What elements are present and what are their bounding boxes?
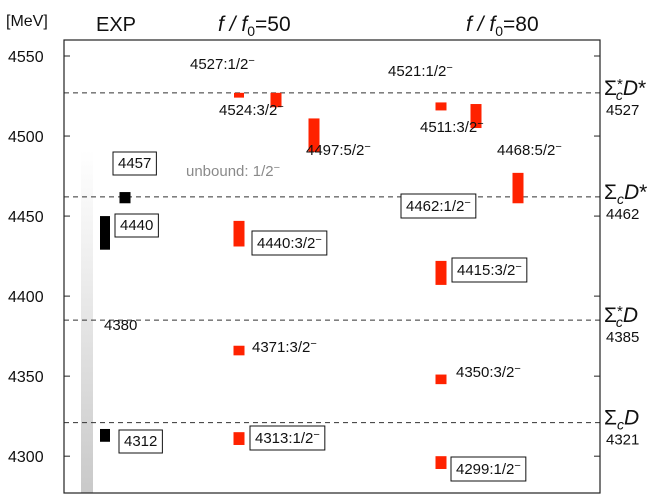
f80-level-4521-1-2 [435, 102, 447, 111]
svg-text:4457: 4457 [118, 155, 151, 172]
f50-level-4313-1-2 [233, 432, 245, 445]
svg-text:4524:3/2−: 4524:3/2− [219, 101, 284, 119]
y-tick-label-4350: 4350 [8, 369, 44, 386]
svg-text:4511:3/2−: 4511:3/2− [420, 118, 484, 136]
y-unit-label: [MeV] [6, 13, 48, 30]
column-title-f50: f / f0=50 [218, 13, 291, 39]
f50-label-4440-3-2: 4440:3/2− [251, 230, 328, 256]
threshold-name-cd-4527: Σ* cD* [604, 76, 646, 103]
f50-level-4497-5-2 [308, 118, 320, 153]
svg-text:4313:1/2−: 4313:1/2− [255, 429, 320, 447]
f80-level-4511-3-2 [470, 104, 482, 129]
exp-level-4457 [119, 192, 131, 204]
f80-label-4462-1-2: 4462:1/2− [400, 193, 477, 219]
f50-level-4527-1-2 [234, 92, 244, 98]
f80-label-4350-3-2: 4350:3/2− [456, 363, 521, 381]
exp-label-4312: 4312 [118, 429, 163, 454]
column-title-f80: f / f0=80 [466, 13, 539, 39]
threshold-value-4527: 4527 [606, 102, 639, 119]
threshold-value-4385: 4385 [606, 329, 639, 346]
exp-level-4440 [100, 216, 110, 250]
svg-text:4350:3/2−: 4350:3/2− [456, 363, 521, 381]
y-tick-label-4300: 4300 [8, 449, 44, 466]
f50-level-4440-3-2 [233, 220, 245, 247]
f50-label-4527-1-2: 4527:1/2− [190, 55, 255, 73]
svg-text:4371:3/2−: 4371:3/2− [252, 338, 317, 356]
f50-label-4497-5-2: 4497:5/2− [306, 141, 371, 159]
plot-frame [63, 39, 601, 494]
y-tick-label-4400: 4400 [8, 289, 44, 306]
f80-label-4468-5-2: 4468:5/2− [497, 141, 562, 159]
f50-label-4313-1-2: 4313:1/2− [249, 425, 326, 451]
f50-level-4524-3-2 [270, 92, 282, 108]
threshold-name-cd-4462: ΣcD* [604, 181, 647, 207]
svg-text:4299:1/2−: 4299:1/2− [456, 460, 521, 478]
threshold-name-cd-4321: ΣcD [604, 407, 639, 433]
y-tick-label-4550: 4550 [8, 49, 44, 66]
f80-level-4468-5-2 [512, 172, 524, 204]
f50-label-4524-3-2: 4524:3/2− [219, 101, 284, 119]
f80-level-4299-1-2 [435, 456, 447, 469]
exp-label-4440: 4440 [114, 213, 159, 238]
f80-label-4521-1-2: 4521:1/2− [388, 62, 453, 80]
exp-background-band [81, 150, 93, 493]
svg-text:4521:1/2−: 4521:1/2− [388, 62, 453, 80]
f50-label-4371-3-2: 4371:3/2− [252, 338, 317, 356]
svg-text:4468:5/2−: 4468:5/2− [497, 141, 562, 159]
f50-level-4371-3-2 [233, 345, 245, 356]
svg-text:4312: 4312 [124, 433, 157, 450]
unbound-annotation: unbound: 1/2− [186, 162, 280, 180]
svg-text:4497:5/2−: 4497:5/2− [306, 141, 371, 159]
svg-text:4440: 4440 [120, 217, 153, 234]
f80-level-4415-3-2 [435, 260, 447, 285]
exp-level-4312 [100, 428, 110, 442]
y-tick-label-4500: 4500 [8, 129, 44, 146]
svg-text:4462:1/2−: 4462:1/2− [406, 197, 471, 215]
f80-label-4299-1-2: 4299:1/2− [450, 456, 527, 482]
threshold-value-4462: 4462 [606, 206, 639, 223]
y-tick-label-4450: 4450 [8, 209, 44, 226]
exp-label-4380: 4380 [104, 317, 137, 334]
f80-label-4415-3-2: 4415:3/2− [451, 257, 528, 283]
f80-label-4511-3-2: 4511:3/2− [420, 118, 484, 136]
threshold-name-cd-4385: Σ* cD [604, 303, 638, 330]
f80-level-4350-3-2 [435, 374, 447, 385]
exp-label-4457: 4457 [112, 151, 157, 176]
svg-text:4440:3/2−: 4440:3/2− [257, 234, 322, 252]
threshold-value-4321: 4321 [606, 432, 639, 449]
svg-text:4415:3/2−: 4415:3/2− [457, 261, 522, 279]
svg-text:4527:1/2−: 4527:1/2− [190, 55, 255, 73]
column-title-exp: EXP [96, 14, 136, 36]
